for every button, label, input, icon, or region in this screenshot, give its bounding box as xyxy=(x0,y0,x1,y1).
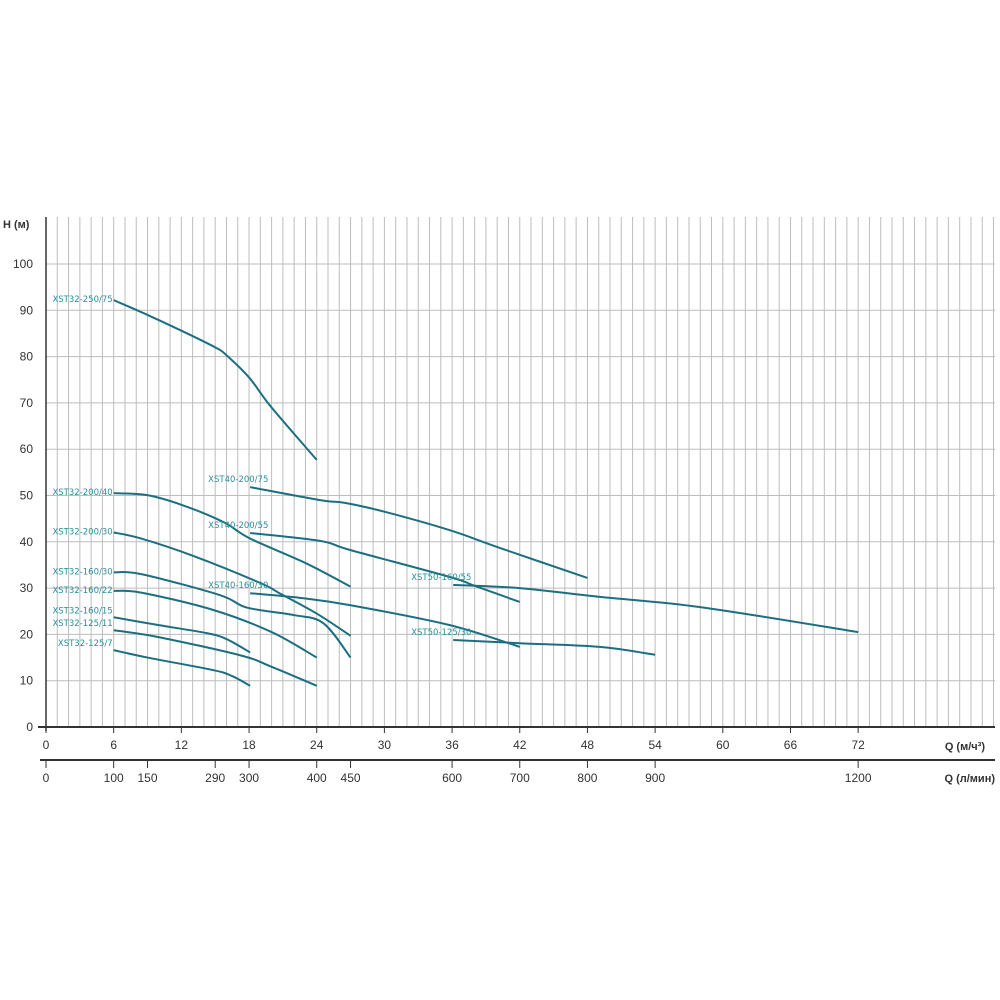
x2-tick-label: 450 xyxy=(341,771,361,785)
y-tick-label: 60 xyxy=(20,442,34,456)
curve-xst40-200-75 xyxy=(249,486,588,579)
series-label: XST50-160/55 xyxy=(411,573,471,583)
x-tick-label: 42 xyxy=(513,738,527,752)
curve-xst32-160-22 xyxy=(113,589,318,659)
series-label: XST32-160/22 xyxy=(52,586,112,596)
curve-xst32-125-11 xyxy=(113,629,318,687)
x2-tick-label: 700 xyxy=(510,771,530,785)
x2-tick-label: 900 xyxy=(645,771,665,785)
y-tick-label: 80 xyxy=(20,350,34,364)
axes: 0 10 20 30 40 50 60 70 80 90 100 0 6 12 18 24 30 36 42 48 54… xyxy=(13,217,995,785)
x-tick-label: 72 xyxy=(851,738,865,752)
x-tick-label: 54 xyxy=(648,738,662,752)
x-tick-label: 18 xyxy=(242,738,256,752)
y-tick-label: 50 xyxy=(20,489,34,503)
y-tick-label: 100 xyxy=(13,257,33,271)
series-label: XST32-160/30 xyxy=(52,567,112,577)
curves xyxy=(113,299,859,687)
curve-xst32-250-75 xyxy=(113,299,318,461)
x-axis-title: Q (м/ч³) xyxy=(945,741,986,753)
y-tick-label: 70 xyxy=(20,396,34,410)
series-label: XST32-125/11 xyxy=(52,619,112,629)
x2-tick-label: 600 xyxy=(442,771,462,785)
y-tick-label: 10 xyxy=(20,674,34,688)
x-tick-label: 12 xyxy=(175,738,189,752)
y-axis-title: H (м) xyxy=(3,219,30,231)
x-tick-label: 6 xyxy=(110,738,117,752)
x2-tick-label: 800 xyxy=(577,771,597,785)
y-tick-label: 0 xyxy=(26,720,33,734)
y-tick-label: 40 xyxy=(20,535,34,549)
curve-xst32-160-30 xyxy=(113,570,352,659)
series-label: XST40-160/30 xyxy=(208,581,268,591)
y-tick-label: 30 xyxy=(20,581,34,595)
series-labels: XST32-250/75 XST32-200/40 XST32-200/30 XST3… xyxy=(52,295,471,649)
series-label: XST50-125/30 xyxy=(411,628,471,638)
x-tick-label: 36 xyxy=(445,738,459,752)
x2-tick-label: 0 xyxy=(43,771,50,785)
x2-tick-label: 1200 xyxy=(845,771,872,785)
curve-xst40-200-55 xyxy=(250,532,521,603)
y-tick-label: 20 xyxy=(20,627,34,641)
x-tick-label: 66 xyxy=(784,738,798,752)
curve-xst50-125-30 xyxy=(453,638,656,656)
y-tick-label: 90 xyxy=(20,303,34,317)
x2-tick-label: 290 xyxy=(205,771,225,785)
x-tick-label: 48 xyxy=(581,738,595,752)
series-label: XST32-125/7 xyxy=(58,639,113,649)
series-label: XST32-250/75 xyxy=(52,295,112,305)
x-tick-label: 60 xyxy=(716,738,730,752)
x-tick-label: 30 xyxy=(378,738,392,752)
series-label: XST40-200/75 xyxy=(208,475,268,485)
curve-xst32-125-7 xyxy=(113,649,251,687)
curve-xst40-160-30 xyxy=(250,592,521,648)
x2-tick-label: 300 xyxy=(239,771,259,785)
x2-tick-label: 100 xyxy=(104,771,124,785)
curve-xst32-160-15 xyxy=(113,616,251,654)
series-label: XST32-160/15 xyxy=(52,606,112,616)
series-label: XST32-200/40 xyxy=(52,488,112,498)
x2-tick-label: 400 xyxy=(307,771,327,785)
curve-xst32-200-40 xyxy=(113,492,352,588)
grid xyxy=(46,217,995,727)
curve-xst32-200-30 xyxy=(113,531,352,637)
series-label: XST40-200/55 xyxy=(208,521,268,531)
series-label: XST32-200/30 xyxy=(52,528,112,538)
curve-xst50-160-55 xyxy=(453,583,859,634)
x2-tick-label: 150 xyxy=(138,771,158,785)
x-tick-label: 24 xyxy=(310,738,324,752)
x2-axis-title: Q (л/мин) xyxy=(944,773,995,785)
x-tick-label: 0 xyxy=(43,738,50,752)
